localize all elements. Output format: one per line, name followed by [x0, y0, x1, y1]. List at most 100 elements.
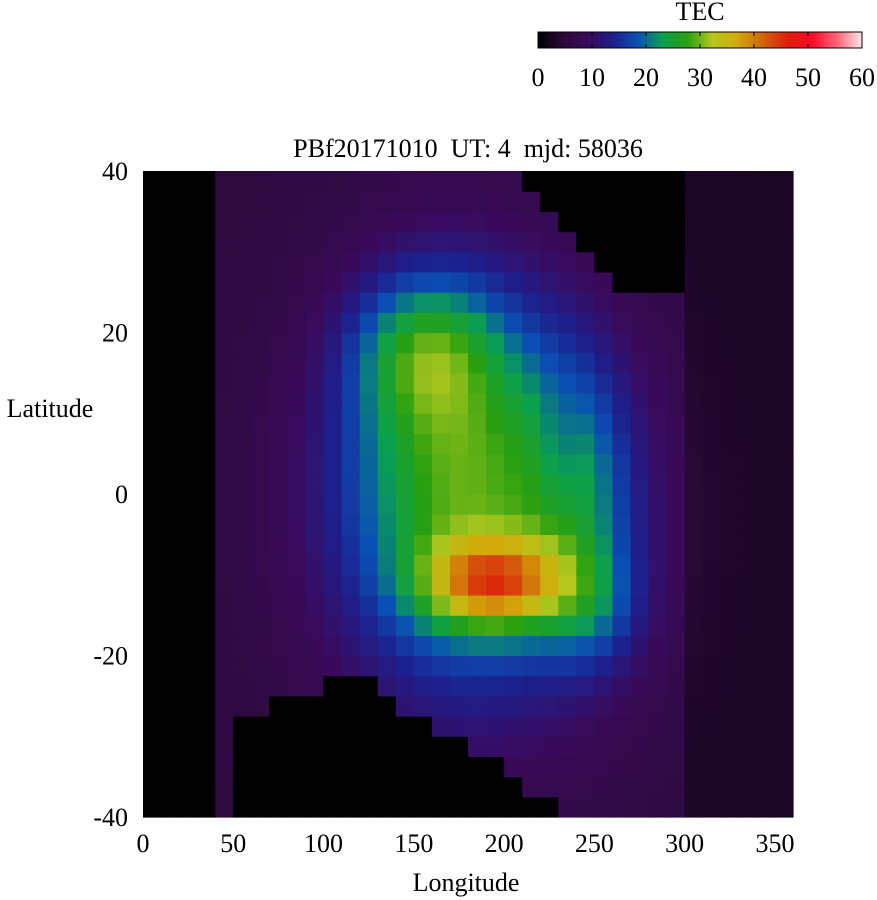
heatmap-cell	[540, 776, 559, 798]
heatmap-cell	[161, 191, 180, 212]
heatmap-cell	[522, 453, 541, 475]
heatmap-cell	[702, 191, 722, 212]
heatmap-cell	[558, 191, 577, 212]
heatmap-cell	[756, 251, 776, 273]
heatmap-cell	[413, 393, 433, 414]
heatmap-cell	[143, 756, 162, 778]
heatmap-cell	[215, 292, 234, 313]
heatmap-cell	[431, 615, 451, 636]
heatmap-cell	[161, 171, 180, 192]
heatmap-cell	[197, 756, 216, 778]
heatmap-cell	[702, 292, 722, 313]
heatmap-cell	[648, 211, 668, 233]
heatmap-cell	[738, 211, 758, 233]
heatmap-cell	[179, 372, 198, 394]
heatmap-cell	[486, 211, 505, 233]
heatmap-cell	[233, 393, 252, 414]
heatmap-cell	[161, 554, 180, 576]
heatmap-cell	[774, 453, 794, 475]
heatmap-cell	[449, 453, 469, 475]
heatmap-cell	[395, 312, 415, 334]
heatmap-cell	[738, 433, 758, 455]
heatmap-cell	[486, 494, 505, 515]
heatmap-cell	[251, 191, 270, 212]
heatmap-cell	[215, 211, 234, 233]
heatmap-cell	[431, 251, 451, 273]
heatmap-cell	[576, 756, 595, 778]
heatmap-cell	[486, 393, 505, 414]
heatmap-cell	[305, 271, 325, 293]
heatmap-cell	[576, 231, 595, 253]
heatmap-cell	[684, 292, 704, 313]
heatmap-cell	[468, 655, 487, 677]
heatmap-cell	[738, 393, 758, 414]
heatmap-cell	[233, 635, 252, 657]
heatmap-cell	[251, 615, 270, 636]
heatmap-cell	[305, 776, 325, 798]
heatmap-cell	[413, 796, 433, 818]
heatmap-cell	[269, 514, 289, 535]
heatmap-cell	[738, 514, 758, 535]
heatmap-cell	[738, 695, 758, 717]
heatmap-cell	[540, 736, 559, 758]
heatmap-cell	[323, 615, 343, 636]
heatmap-cell	[594, 413, 614, 435]
heatmap-cell	[341, 453, 361, 475]
heatmap-cell	[323, 514, 343, 535]
heatmap-cell	[143, 574, 162, 596]
heatmap-cell	[594, 271, 614, 293]
heatmap-cell	[143, 312, 162, 334]
heatmap-cell	[684, 574, 704, 596]
heatmap-cell	[468, 695, 487, 717]
heatmap-cell	[251, 776, 270, 798]
heatmap-cell	[359, 594, 379, 616]
heatmap-cell	[251, 514, 270, 535]
heatmap-cell	[576, 171, 595, 192]
heatmap-cell	[486, 332, 505, 354]
heatmap-cell	[594, 655, 614, 677]
heatmap-cell	[269, 191, 289, 212]
heatmap-cell	[774, 615, 794, 636]
heatmap-cell	[197, 635, 216, 657]
heatmap-cell	[161, 494, 180, 515]
heatmap-cell	[504, 695, 523, 717]
heatmap-cell	[576, 796, 595, 818]
heatmap-cell	[143, 534, 162, 556]
heatmap-cell	[594, 534, 614, 556]
heatmap-cell	[161, 655, 180, 677]
heatmap-cell	[215, 514, 234, 535]
heatmap-cell	[558, 554, 577, 576]
heatmap-cell	[522, 574, 541, 596]
heatmap-cell	[612, 453, 632, 475]
heatmap-cell	[756, 191, 776, 212]
heatmap-cell	[774, 494, 794, 515]
heatmap-cell	[215, 251, 234, 273]
heatmap-cell	[395, 514, 415, 535]
heatmap-cell	[143, 271, 162, 293]
heatmap-cell	[197, 332, 216, 354]
heatmap-cell	[756, 635, 776, 657]
heatmap-cell	[738, 615, 758, 636]
heatmap-cell	[377, 413, 397, 435]
heatmap-cell	[756, 756, 776, 778]
heatmap-cell	[395, 756, 415, 778]
heatmap-cell	[612, 635, 632, 657]
heatmap-cell	[395, 574, 415, 596]
heatmap-cell	[341, 675, 361, 697]
heatmap-cell	[341, 271, 361, 293]
heatmap-cell	[666, 695, 686, 717]
heatmap-cell	[143, 594, 162, 616]
heatmap-cell	[287, 796, 307, 818]
heatmap-cell	[486, 534, 505, 556]
heatmap-cell	[359, 211, 379, 233]
heatmap-cell	[197, 312, 216, 334]
heatmap-cell	[377, 494, 397, 515]
heatmap-cell	[215, 574, 234, 596]
heatmap-cell	[197, 796, 216, 818]
heatmap-cell	[233, 433, 252, 455]
heatmap-cell	[359, 554, 379, 576]
heatmap-cell	[486, 736, 505, 758]
heatmap-cell	[143, 736, 162, 758]
heatmap-cell	[269, 594, 289, 616]
heatmap-cell	[413, 675, 433, 697]
